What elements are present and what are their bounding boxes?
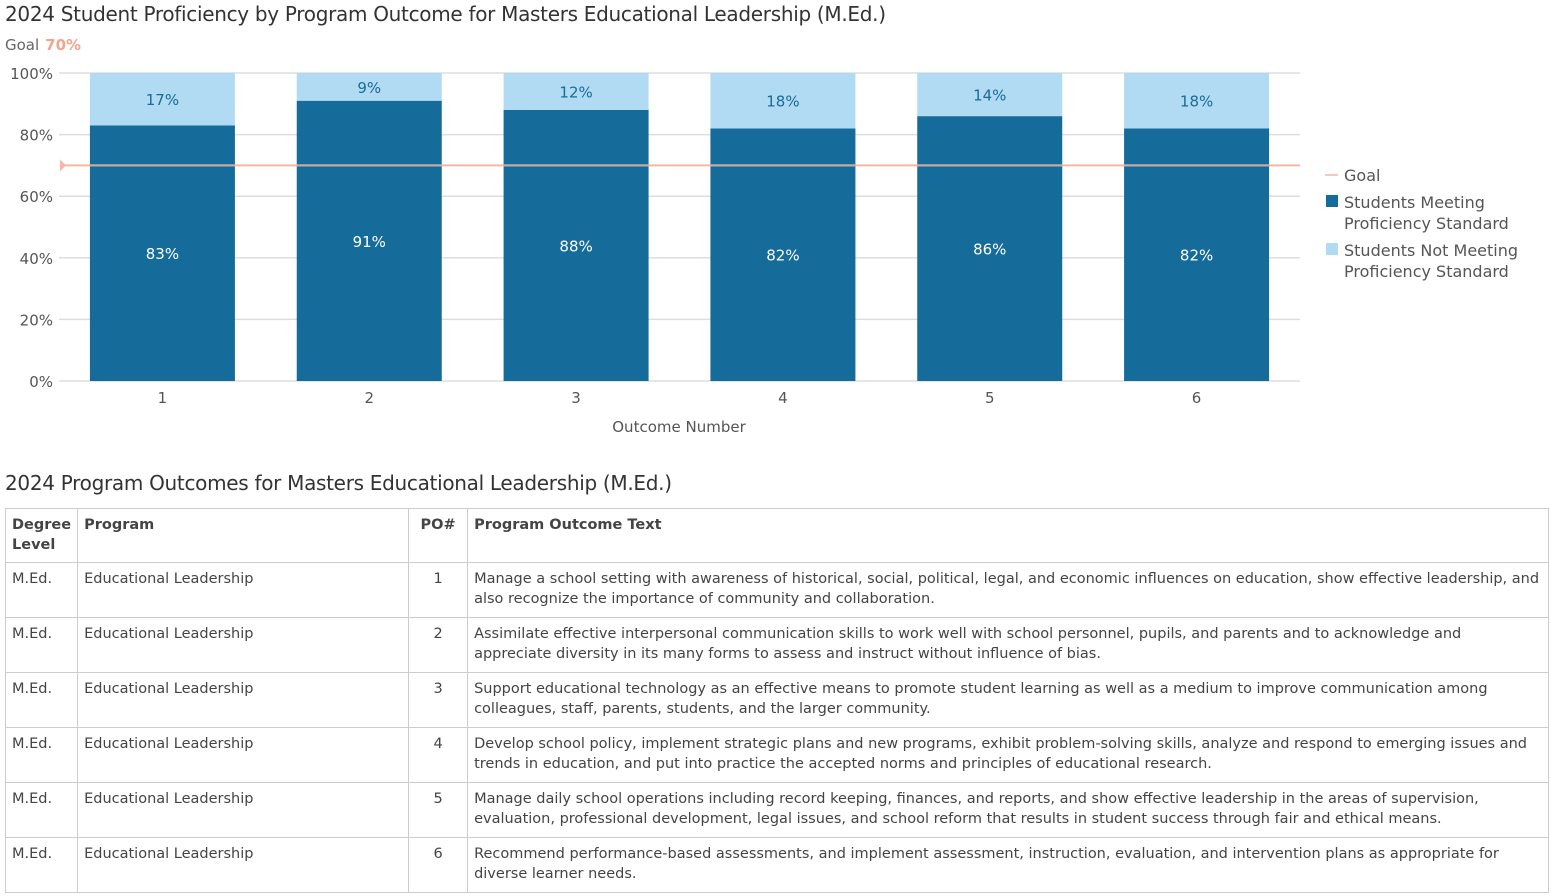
bar-meeting[interactable] <box>89 125 235 381</box>
data-label: 17% <box>146 91 179 109</box>
cell-degree-level: M.Ed. <box>4 562 79 618</box>
chart-title: 2024 Student Proficiency by Program Outc… <box>5 2 886 26</box>
stacked-bar-chart: 0% 20% 40% 60% 80% 100% 83% 17% 1 91% 9% 2 88% 12% 3 82… <box>10 65 1518 436</box>
bar-meeting[interactable] <box>1124 128 1270 381</box>
goal-value: 70% <box>45 36 82 54</box>
data-label: 91% <box>353 233 386 251</box>
cell-outcome-text: Recommend performance-based assessments,… <box>467 837 1549 893</box>
cell-degree-level: M.Ed. <box>4 837 79 893</box>
y-tick-label: 0% <box>29 373 53 391</box>
cell-outcome-text: Support educational technology as an eff… <box>467 672 1549 728</box>
data-label: 83% <box>146 245 179 263</box>
cell-degree-level: M.Ed. <box>4 617 79 673</box>
data-label: 82% <box>1180 247 1213 265</box>
cell-po-number: 2 <box>408 617 469 673</box>
table-row: M.Ed. Educational Leadership 1 Manage a sch… <box>4 562 1549 618</box>
x-tick-label: 2 <box>364 389 374 407</box>
cell-program: Educational Leadership <box>77 782 410 838</box>
bar-meeting[interactable] <box>296 100 442 381</box>
y-tick-label: 60% <box>20 188 53 206</box>
cell-program: Educational Leadership <box>77 837 410 893</box>
legend-swatch <box>1326 195 1338 207</box>
legend-series[interactable]: Students Not Meeting Proficiency Standard <box>1344 241 1518 281</box>
cell-program: Educational Leadership <box>77 562 410 618</box>
x-tick-label: 3 <box>571 389 581 407</box>
y-tick-label: 80% <box>20 127 53 145</box>
table-row: M.Ed. Educational Leadership 5 Manage daily… <box>4 782 1549 838</box>
data-label: 18% <box>766 93 799 111</box>
legend-series[interactable]: Students Meeting Proficiency Standard <box>1344 193 1509 233</box>
y-tick-label: 20% <box>20 311 53 329</box>
header-po-number: PO# <box>408 508 469 563</box>
cell-outcome-text: Assimilate effective interpersonal commu… <box>467 617 1549 673</box>
table-row: M.Ed. Educational Leadership 4 Develop scho… <box>4 727 1549 783</box>
cell-outcome-text: Manage a school setting with awareness o… <box>467 562 1549 618</box>
table-row: M.Ed. Educational Leadership 6 Recommend pe… <box>4 837 1549 893</box>
bar-not-meeting[interactable] <box>917 73 1063 117</box>
cell-po-number: 6 <box>408 837 469 893</box>
bar-not-meeting[interactable] <box>710 73 856 129</box>
table-header-row: Degree Level Program PO# Program Outcome… <box>4 508 1549 563</box>
cell-outcome-text: Manage daily school operations including… <box>467 782 1549 838</box>
cell-outcome-text: Develop school policy, implement strateg… <box>467 727 1549 783</box>
data-label: 9% <box>357 79 381 97</box>
goal-summary: Goal 70% <box>5 36 81 54</box>
header-degree-level: Degree Level <box>4 508 79 563</box>
x-tick-label: 6 <box>1192 389 1202 407</box>
legend-goal[interactable]: Goal <box>1344 166 1380 185</box>
cell-po-number: 4 <box>408 727 469 783</box>
data-label: 14% <box>973 87 1006 105</box>
cell-po-number: 1 <box>408 562 469 618</box>
bar-meeting[interactable] <box>917 116 1063 382</box>
cell-degree-level: M.Ed. <box>4 782 79 838</box>
cell-program: Educational Leadership <box>77 617 410 673</box>
bar-not-meeting[interactable] <box>296 73 442 101</box>
bar-meeting[interactable] <box>503 109 649 382</box>
header-outcome-text: Program Outcome Text <box>467 508 1549 563</box>
table-title: 2024 Program Outcomes for Masters Educat… <box>5 471 672 495</box>
goal-label: Goal <box>5 36 40 54</box>
cell-degree-level: M.Ed. <box>4 727 79 783</box>
x-axis-label: Outcome Number <box>612 418 746 436</box>
cell-po-number: 3 <box>408 672 469 728</box>
data-label: 82% <box>766 247 799 265</box>
table-row: M.Ed. Educational Leadership 3 Support educ… <box>4 672 1549 728</box>
data-label: 12% <box>559 83 592 101</box>
x-tick-label: 4 <box>778 389 788 407</box>
goal-marker-icon <box>60 159 66 172</box>
data-label: 88% <box>559 237 592 255</box>
bar-meeting[interactable] <box>710 128 856 381</box>
y-tick-label: 40% <box>20 250 53 268</box>
y-tick-label: 100% <box>10 65 53 83</box>
cell-program: Educational Leadership <box>77 672 410 728</box>
bar-not-meeting[interactable] <box>503 73 649 110</box>
table-row: M.Ed. Educational Leadership 2 Assimilate e… <box>4 617 1549 673</box>
x-tick-label: 1 <box>158 389 168 407</box>
outcomes-table: Degree Level Program PO# Program Outcome… <box>4 508 1549 893</box>
cell-degree-level: M.Ed. <box>4 672 79 728</box>
cell-po-number: 5 <box>408 782 469 838</box>
header-program: Program <box>77 508 410 563</box>
cell-program: Educational Leadership <box>77 727 410 783</box>
data-label: 86% <box>973 241 1006 259</box>
data-label: 18% <box>1180 93 1213 111</box>
legend-swatch <box>1326 243 1338 255</box>
bar-not-meeting[interactable] <box>1124 73 1270 129</box>
bar-not-meeting[interactable] <box>89 73 235 126</box>
x-tick-label: 5 <box>985 389 995 407</box>
